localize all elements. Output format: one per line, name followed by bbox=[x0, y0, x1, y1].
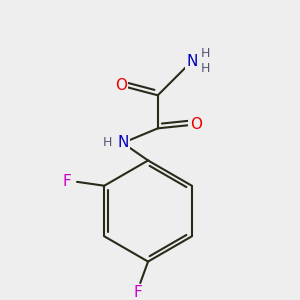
Text: H: H bbox=[103, 136, 112, 149]
Text: H: H bbox=[201, 61, 210, 75]
Text: N: N bbox=[117, 135, 128, 150]
Text: H: H bbox=[201, 47, 210, 60]
Text: F: F bbox=[63, 174, 72, 189]
Text: O: O bbox=[190, 117, 202, 132]
Text: N: N bbox=[186, 54, 197, 69]
Text: F: F bbox=[134, 285, 143, 300]
Text: O: O bbox=[115, 78, 127, 93]
